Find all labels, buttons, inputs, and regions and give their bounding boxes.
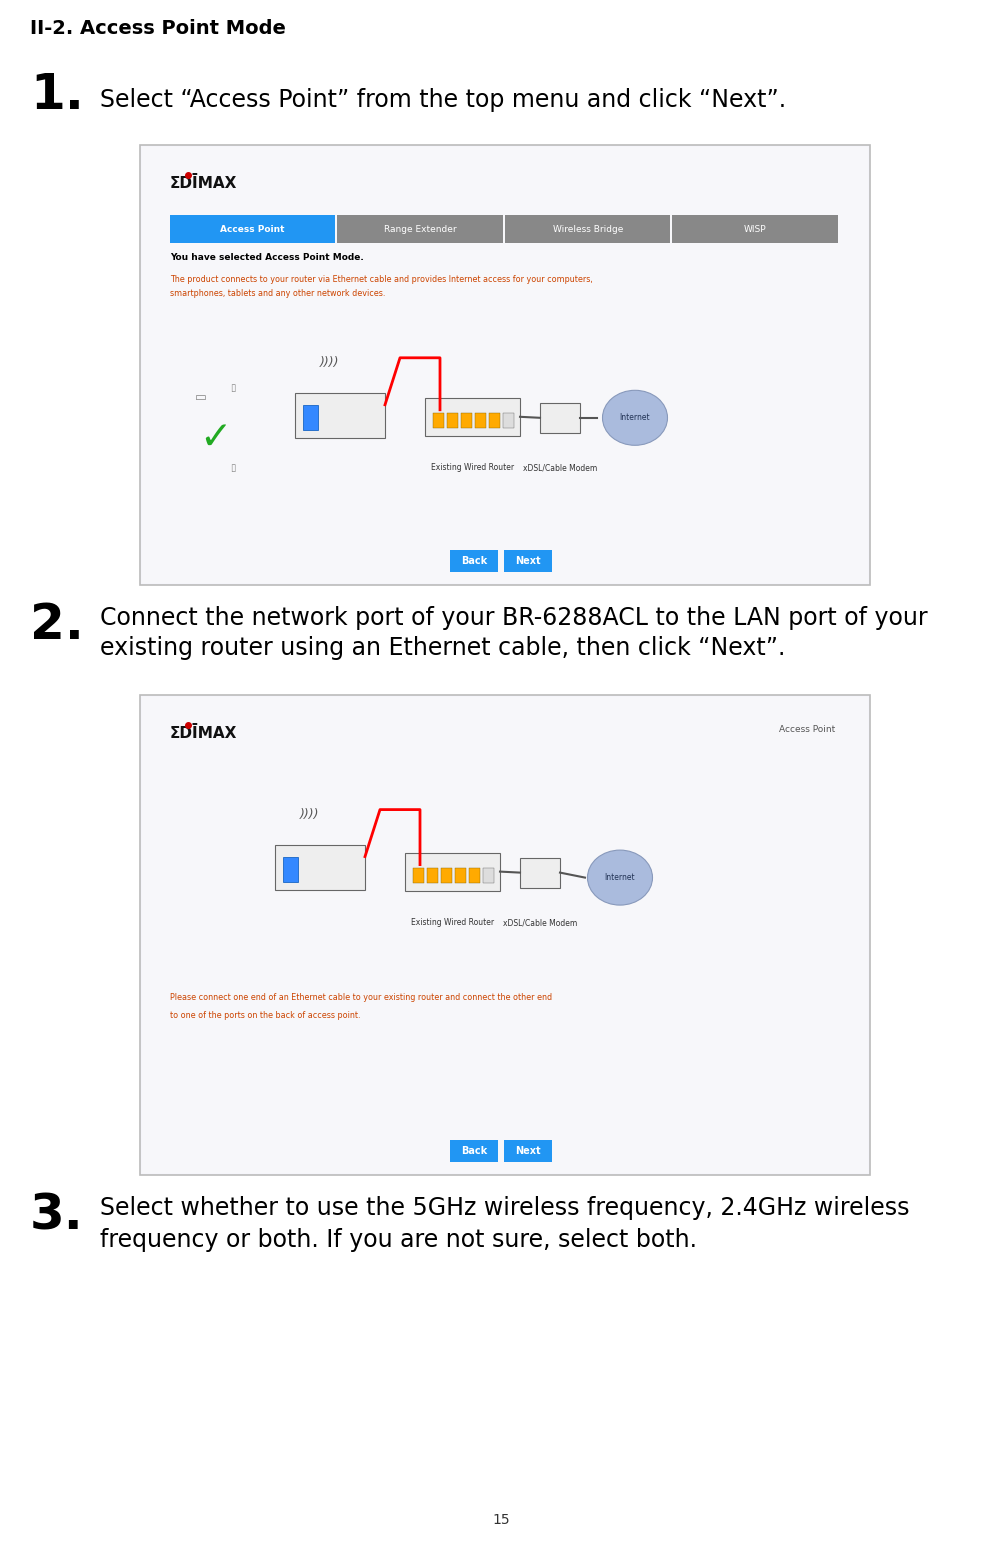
Text: ΣDĪMAX: ΣDĪMAX (170, 175, 237, 190)
Bar (450, 551, 498, 572)
Bar (504, 551, 552, 572)
Text: ▯: ▯ (230, 463, 235, 473)
Bar (405, 852, 500, 891)
Bar (503, 413, 514, 429)
Text: xDSL/Cable Modem: xDSL/Cable Modem (523, 463, 597, 472)
Text: Select “Access Point” from the top menu and click “Next”.: Select “Access Point” from the top menu … (100, 88, 787, 111)
Text: Access Point: Access Point (779, 726, 835, 735)
Bar (413, 868, 424, 883)
Text: ΣDĪMAX: ΣDĪMAX (170, 726, 237, 741)
Text: Please connect one end of an Ethernet cable to your existing router and connect : Please connect one end of an Ethernet ca… (170, 993, 552, 1002)
Text: ▭: ▭ (195, 391, 206, 404)
Text: Existing Wired Router: Existing Wired Router (431, 463, 514, 472)
Ellipse shape (587, 851, 652, 905)
Bar (504, 1140, 552, 1162)
Text: Internet: Internet (619, 413, 650, 422)
Bar (338, 215, 503, 243)
Bar (441, 868, 452, 883)
Text: Back: Back (461, 1146, 487, 1156)
Text: Select whether to use the 5GHz wireless frequency, 2.4GHz wireless: Select whether to use the 5GHz wireless … (100, 1196, 910, 1221)
Ellipse shape (602, 390, 667, 446)
Text: The product connects to your router via Ethernet cable and provides Internet acc: The product connects to your router via … (170, 274, 593, 283)
Text: )))): )))) (320, 356, 340, 370)
Bar (520, 857, 560, 888)
Bar (427, 868, 438, 883)
Bar (447, 413, 458, 429)
Bar (433, 413, 444, 429)
Bar (275, 845, 365, 890)
Text: Back: Back (461, 555, 487, 566)
Bar (489, 413, 500, 429)
Text: ✓: ✓ (198, 419, 231, 456)
Text: Wireless Bridge: Wireless Bridge (552, 224, 623, 234)
Text: Next: Next (515, 555, 541, 566)
Bar (450, 1140, 498, 1162)
Text: WISP: WISP (743, 224, 767, 234)
Text: II-2. Access Point Mode: II-2. Access Point Mode (30, 19, 286, 37)
Text: Connect the network port of your BR-6288ACL to the LAN port of your: Connect the network port of your BR-6288… (100, 606, 928, 630)
Text: Access Point: Access Point (220, 224, 285, 234)
Bar (295, 393, 385, 438)
FancyBboxPatch shape (142, 698, 868, 1173)
Bar (540, 402, 580, 433)
Bar (303, 405, 318, 430)
Bar (475, 413, 486, 429)
Text: 15: 15 (492, 1513, 510, 1527)
Bar (170, 215, 336, 243)
Bar (483, 868, 494, 883)
Bar (283, 857, 298, 882)
Text: smartphones, tablets and any other network devices.: smartphones, tablets and any other netwo… (170, 288, 386, 297)
Text: Existing Wired Router: Existing Wired Router (411, 917, 494, 927)
Bar (425, 398, 520, 436)
FancyBboxPatch shape (142, 147, 868, 583)
Text: ▯: ▯ (230, 382, 235, 393)
FancyBboxPatch shape (140, 695, 870, 1176)
Text: Internet: Internet (604, 873, 635, 882)
Text: 3.: 3. (30, 1191, 84, 1239)
Text: frequency or both. If you are not sure, select both.: frequency or both. If you are not sure, … (100, 1228, 697, 1252)
Text: existing router using an Ethernet cable, then click “Next”.: existing router using an Ethernet cable,… (100, 636, 786, 661)
Bar (461, 413, 472, 429)
Text: to one of the ports on the back of access point.: to one of the ports on the back of acces… (170, 1010, 361, 1019)
Bar (672, 215, 838, 243)
Bar (455, 868, 466, 883)
Text: )))): )))) (300, 808, 320, 821)
Text: 1.: 1. (30, 71, 84, 119)
Text: Next: Next (515, 1146, 541, 1156)
Bar (505, 215, 670, 243)
Text: 2.: 2. (30, 600, 84, 650)
Text: xDSL/Cable Modem: xDSL/Cable Modem (503, 917, 577, 927)
FancyBboxPatch shape (140, 145, 870, 585)
Bar (469, 868, 480, 883)
Text: You have selected Access Point Mode.: You have selected Access Point Mode. (170, 252, 364, 261)
Text: Range Extender: Range Extender (384, 224, 457, 234)
